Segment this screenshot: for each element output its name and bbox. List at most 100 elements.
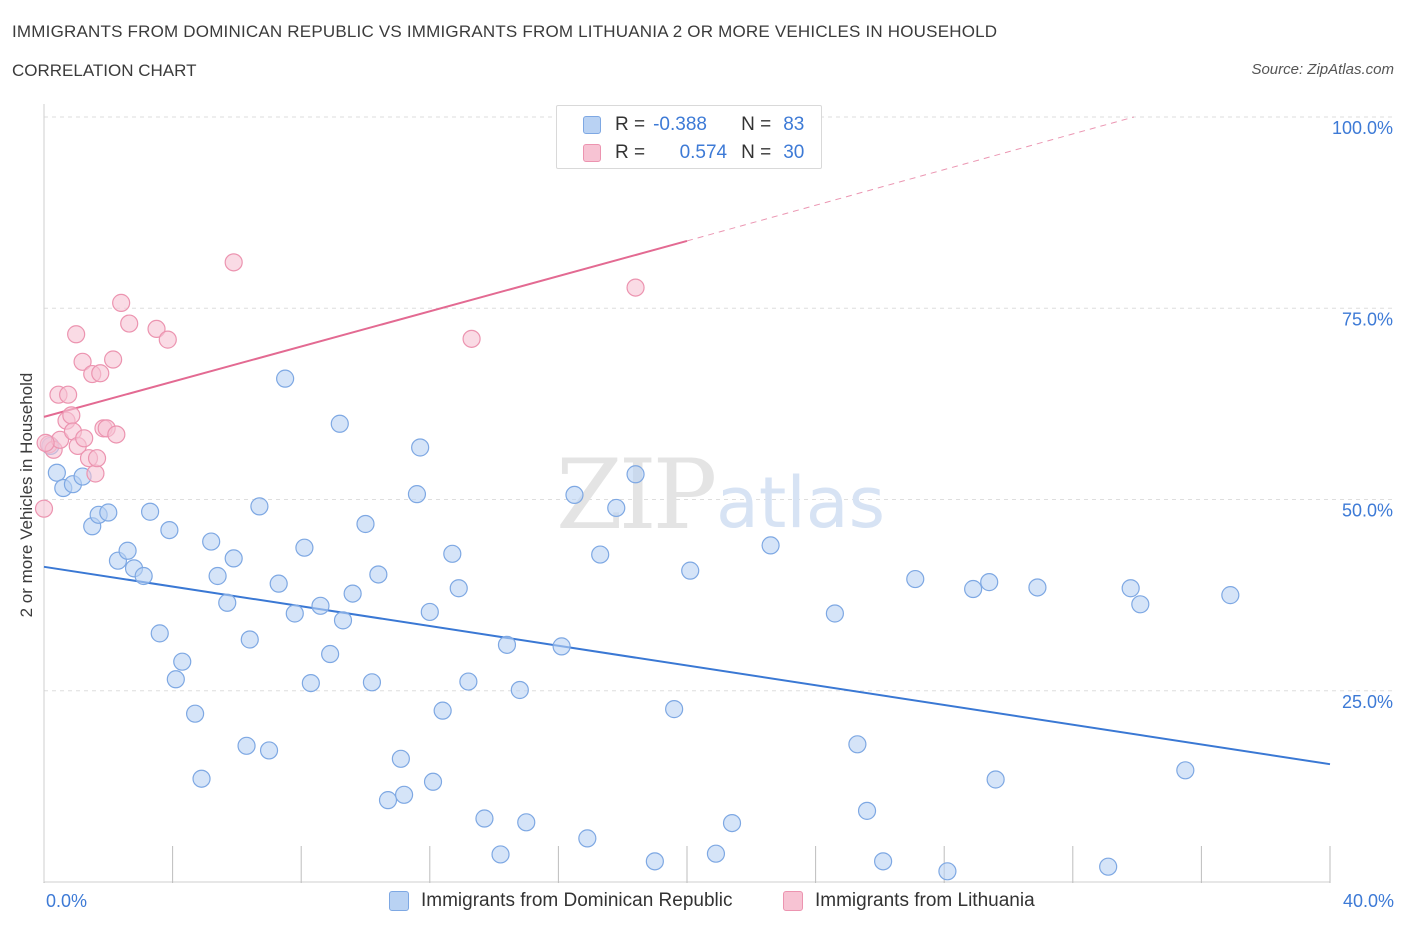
point-lithuania (86, 464, 105, 483)
trend-line-lithuania (43, 239, 688, 418)
point-dominican (825, 604, 844, 623)
legend-r-value: -0.388 (653, 114, 707, 135)
point-dominican (906, 569, 925, 589)
point-dominican (118, 541, 137, 560)
point-lithuania (62, 406, 81, 425)
legend-row-dominican: R = -0.388 N = 83 (583, 113, 804, 137)
point-dominican (607, 498, 626, 518)
point-dominican (186, 704, 205, 723)
point-lithuania (73, 352, 92, 371)
y-tick-label: 50.0% (1342, 501, 1393, 521)
y-tick-label: 25.0% (1342, 692, 1393, 712)
point-dominican (411, 438, 430, 457)
point-lithuania (91, 364, 110, 383)
point-lithuania (120, 314, 139, 333)
point-dominican (394, 785, 414, 804)
y-tick-labels: 100.0% 75.0% 50.0% 25.0% (1332, 118, 1393, 712)
point-dominican (1028, 578, 1047, 597)
point-dominican (591, 545, 610, 564)
point-dominican (517, 813, 536, 832)
point-dominican (1099, 857, 1118, 876)
trend-lines (43, 116, 1331, 766)
point-dominican (433, 701, 452, 720)
point-lithuania (158, 330, 177, 349)
x-tick-label-min: 0.0% (46, 891, 88, 911)
legend-swatch-pink (583, 144, 601, 162)
point-dominican (491, 845, 510, 864)
point-dominican (761, 536, 780, 555)
legend-swatch-blue (389, 891, 409, 911)
legend-n-key: N = (741, 142, 772, 163)
point-lithuania (75, 429, 94, 448)
point-dominican (321, 644, 340, 664)
trend-line-dominican (43, 565, 1331, 766)
data-points (34, 253, 1240, 881)
legend-label-dominican: Immigrants from Dominican Republic (421, 890, 733, 911)
point-dominican (645, 852, 664, 871)
point-dominican (378, 791, 398, 810)
point-dominican (269, 574, 288, 593)
point-lithuania (87, 449, 107, 468)
point-dominican (311, 596, 330, 615)
point-dominican (369, 565, 388, 584)
point-dominican (423, 772, 443, 791)
point-dominican (218, 593, 237, 612)
bottom-legend-lithuania: Immigrants from Lithuania (783, 889, 1035, 913)
point-dominican (356, 514, 375, 534)
legend-r-key: R = (615, 142, 646, 163)
point-lithuania (107, 425, 126, 444)
point-dominican (47, 463, 66, 482)
point-dominican (285, 604, 304, 623)
point-dominican (192, 769, 211, 788)
legend-r-key: R = (615, 114, 646, 135)
correlation-legend: R = -0.388 N = 83 R = 0.574 N = 30 (556, 105, 822, 169)
point-dominican (208, 566, 227, 586)
svg-text:atlas: atlas (716, 462, 885, 544)
point-dominican (497, 635, 517, 654)
point-dominican (134, 566, 153, 586)
point-dominican (160, 520, 179, 540)
point-lithuania (59, 385, 78, 404)
point-dominican (722, 813, 742, 833)
point-dominican (166, 670, 185, 689)
x-tick-label-max: 40.0% (1342, 891, 1394, 911)
point-dominican (510, 680, 529, 700)
point-dominican (475, 809, 494, 828)
point-dominican (980, 573, 999, 592)
point-dominican (964, 579, 983, 599)
point-dominican (565, 485, 584, 505)
point-dominican (443, 544, 462, 563)
point-dominican (578, 829, 597, 848)
y-axis-label: 2 or more Vehicles in Household (17, 372, 36, 618)
point-dominican (706, 844, 726, 863)
point-lithuania (626, 278, 645, 297)
legend-row-lithuania: R = 0.574 N = 30 (583, 141, 804, 165)
point-dominican (459, 672, 478, 691)
point-dominican (173, 652, 192, 671)
point-dominican (391, 749, 410, 768)
trend-line-lithuania-extension (686, 116, 1135, 242)
legend-n-value: 83 (783, 114, 805, 135)
point-dominican (333, 611, 353, 630)
source-credit: Source: ZipAtlas.com (1251, 61, 1394, 78)
point-dominican (449, 579, 468, 598)
point-lithuania (462, 329, 481, 348)
legend-swatch-blue (583, 116, 601, 134)
point-dominican (626, 465, 645, 484)
point-dominican (250, 497, 269, 516)
point-lithuania (67, 325, 86, 344)
point-lithuania (147, 319, 166, 339)
point-dominican (848, 735, 867, 754)
grid-lines (44, 116, 1392, 692)
point-dominican (874, 852, 893, 871)
point-dominican (362, 673, 382, 692)
point-dominican (276, 369, 295, 388)
point-dominican (1221, 586, 1240, 605)
point-dominican (259, 741, 279, 760)
y-tick-label: 75.0% (1342, 309, 1393, 329)
point-dominican (99, 503, 118, 522)
chart-subtitle: CORRELATION CHART (12, 61, 197, 80)
bottom-legend-dominican: Immigrants from Dominican Republic (389, 889, 733, 913)
point-lithuania (34, 499, 54, 518)
